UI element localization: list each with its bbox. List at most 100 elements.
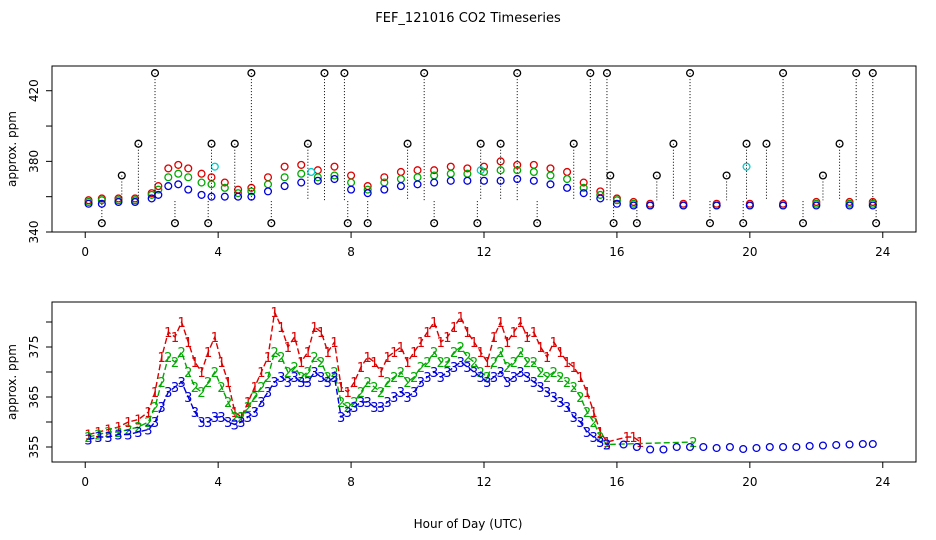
data-point-digit: 2	[590, 416, 598, 431]
data-point-digit: 1	[463, 326, 471, 341]
data-point	[835, 139, 844, 148]
data-point-digit: 3	[197, 416, 205, 431]
data-point	[267, 219, 276, 228]
data-point	[164, 164, 173, 173]
data-point	[197, 169, 206, 178]
data-point	[413, 173, 422, 182]
data-point	[280, 173, 289, 182]
data-point	[563, 167, 572, 177]
data-point-digit: 3	[324, 376, 332, 391]
data-point	[150, 69, 160, 78]
data-point	[752, 443, 761, 453]
data-point-digit: 2	[410, 371, 418, 386]
data-point-digit: 1	[563, 356, 571, 371]
data-point	[596, 194, 605, 203]
x-tick-label: 0	[81, 475, 89, 489]
data-point	[579, 183, 588, 192]
data-point	[114, 197, 123, 207]
data-point	[779, 442, 788, 452]
data-point-digit: 1	[197, 366, 205, 381]
data-point	[569, 139, 578, 148]
data-point	[546, 164, 555, 173]
data-point	[832, 440, 841, 450]
data-point	[669, 139, 678, 148]
data-top	[84, 69, 881, 228]
data-point	[234, 192, 243, 201]
data-point-digit: 2	[310, 351, 318, 366]
data-point	[725, 442, 734, 452]
data-point	[84, 199, 93, 208]
data-point-digit: 3	[570, 411, 578, 426]
data-point-digit: 3	[477, 371, 485, 386]
data-point	[463, 164, 472, 173]
data-point-digit: 3	[457, 356, 465, 371]
x-tick-label: 16	[609, 475, 624, 489]
data-point-digit: 2	[583, 406, 591, 421]
data-point-digit: 3	[596, 436, 604, 451]
data-point-digit: 2	[84, 431, 92, 446]
data-point-digit: 3	[171, 381, 179, 396]
data-point	[220, 192, 229, 201]
data-point-digit: 1	[550, 336, 558, 351]
data-point	[722, 171, 731, 180]
data-point-digit: 1	[297, 356, 305, 371]
data-point	[170, 219, 180, 228]
data-point-digit: 1	[84, 429, 92, 444]
data-point-digit: 1	[204, 346, 212, 361]
data-bottom: 1 1 1 1 1 1 1111111111111111111111111111111111…	[84, 306, 877, 454]
data-point	[230, 139, 239, 148]
data-point	[845, 201, 854, 210]
data-point	[868, 439, 877, 449]
data-point-digit: 3	[297, 376, 305, 391]
x-tick-label: 12	[476, 475, 491, 489]
data-point	[602, 69, 612, 78]
data-point-digit: 3	[151, 416, 159, 431]
data-point-digit: 3	[556, 396, 564, 411]
data-point-digit: 2	[430, 346, 438, 361]
data-point	[513, 160, 522, 169]
data-point	[330, 162, 339, 171]
data-point	[174, 160, 183, 169]
data-point	[612, 199, 621, 208]
data-point	[396, 174, 405, 184]
data-point	[154, 185, 163, 194]
data-point-digit: 3	[144, 424, 152, 439]
data-point-digit: 1	[410, 346, 418, 361]
data-point	[712, 443, 721, 453]
data-point-digit: 2	[510, 356, 518, 371]
data-point	[646, 445, 655, 454]
data-point	[297, 160, 306, 169]
data-point	[430, 219, 439, 228]
x-tick-label: 20	[742, 475, 757, 489]
data-point	[210, 162, 219, 171]
data-point-digit: 3	[211, 411, 219, 426]
data-point-digit: 2	[171, 356, 179, 371]
data-point-digit: 2	[689, 436, 697, 451]
data-point-digit: 2	[184, 366, 192, 381]
data-point-digit: 3	[463, 361, 471, 376]
data-point	[818, 441, 828, 450]
data-point-digit: 2	[231, 411, 239, 426]
data-point	[868, 201, 877, 210]
data-point-digit: 2	[596, 431, 604, 446]
data-point-digit: 2	[576, 391, 584, 406]
data-point-digit: 3	[164, 386, 172, 401]
data-point-digit: 2	[151, 401, 159, 416]
data-point	[529, 160, 538, 169]
data-point	[234, 189, 243, 198]
data-point	[97, 199, 106, 208]
data-point	[184, 173, 193, 182]
x-tick-label: 8	[347, 475, 355, 489]
data-point-digit: 1	[390, 346, 398, 361]
data-point	[204, 219, 213, 228]
data-point	[476, 139, 485, 148]
data-point-digit: 2	[463, 351, 471, 366]
data-point-digit: 3	[430, 366, 438, 381]
data-point	[699, 442, 708, 452]
data-point	[363, 189, 372, 198]
data-point-digit: 2	[124, 424, 132, 439]
data-point	[496, 139, 505, 148]
data-point-digit: 1	[503, 336, 511, 351]
data-point	[742, 139, 751, 148]
